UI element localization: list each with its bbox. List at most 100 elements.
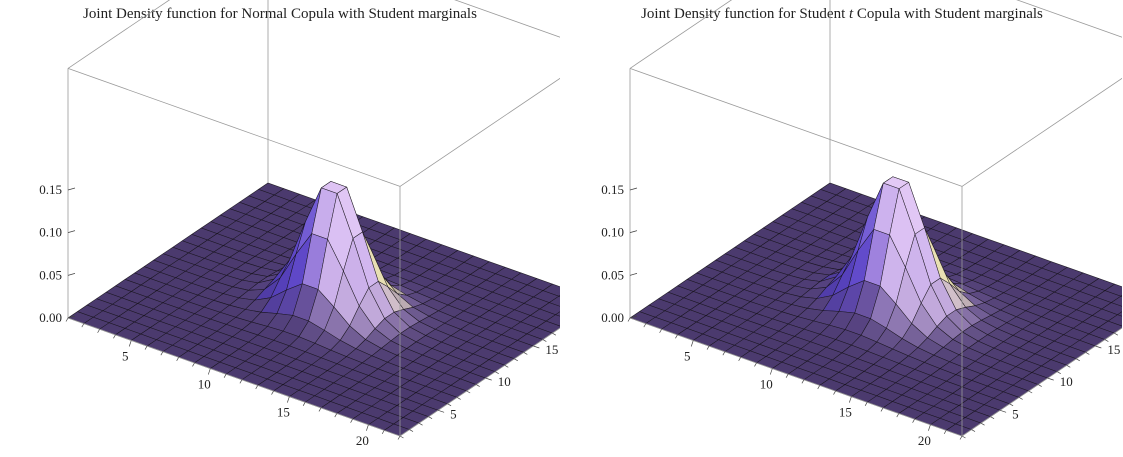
x-tick-label: 10 — [760, 377, 773, 392]
x-tick — [817, 385, 821, 390]
z-tick — [629, 187, 638, 191]
y-tick — [456, 397, 461, 400]
x-tick — [334, 413, 338, 418]
y-tick — [980, 422, 985, 426]
z-tick-label: 0.00 — [39, 310, 62, 325]
surface-patch — [1117, 311, 1122, 317]
y-tick — [990, 416, 995, 420]
y-tick — [418, 422, 423, 426]
y-tick — [1028, 390, 1033, 394]
y-tick — [1038, 384, 1042, 387]
y-tick — [1104, 339, 1109, 342]
x-tick — [769, 368, 773, 375]
x-tick — [271, 390, 274, 395]
y-tick — [485, 377, 492, 381]
y-tick — [1085, 352, 1090, 355]
z-tick — [629, 230, 638, 234]
x-tick — [959, 435, 963, 440]
x-tick — [223, 374, 227, 378]
z-tick-label: 0.10 — [39, 225, 62, 240]
x-tick — [706, 345, 710, 350]
x-tick-label: 5 — [684, 348, 691, 363]
surface-patch — [555, 311, 560, 317]
z-tick — [629, 315, 638, 319]
y-tick — [437, 409, 445, 413]
x-tick — [160, 351, 164, 356]
box-edge-front-3 — [67, 317, 401, 437]
x-tick — [627, 317, 631, 322]
y-tick-label: 15 — [545, 342, 558, 357]
y-tick — [476, 384, 480, 387]
y-tick — [495, 371, 499, 375]
box-edge-front-1 — [67, 68, 401, 187]
surface-plot-student-copula: 0.000.050.100.1551015205101520 — [601, 0, 1122, 448]
y-tick-label: 15 — [1107, 342, 1120, 357]
chart-panel-normal-copula: Joint Density function for Normal Copula… — [0, 0, 560, 457]
y-tick-label: 10 — [1060, 374, 1073, 389]
z-tick-label: 0.05 — [39, 267, 62, 282]
x-tick-label: 15 — [277, 405, 290, 420]
z-tick-label: 0.10 — [601, 225, 624, 240]
y-tick — [514, 358, 518, 362]
z-tick — [629, 272, 638, 276]
box-edge-front-1 — [629, 68, 963, 187]
box-edge-front-3 — [629, 317, 963, 437]
y-tick — [1057, 371, 1061, 375]
x-tick — [128, 340, 132, 347]
y-tick — [1009, 403, 1014, 407]
x-tick — [287, 396, 290, 403]
x-tick — [366, 424, 369, 431]
x-tick — [738, 357, 741, 362]
x-tick-label: 20 — [918, 433, 931, 448]
x-tick — [833, 390, 836, 395]
x-tick — [943, 430, 947, 435]
x-tick — [192, 362, 195, 367]
z-tick — [67, 187, 76, 191]
x-tick — [144, 345, 148, 350]
y-tick — [999, 409, 1007, 413]
y-tick — [504, 364, 509, 368]
x-tick — [397, 435, 401, 440]
box-edge-front-2 — [961, 77, 1122, 187]
x-tick-label: 20 — [356, 433, 369, 448]
y-tick — [971, 429, 976, 432]
x-tick — [643, 323, 647, 328]
y-tick — [552, 332, 557, 336]
x-tick — [785, 374, 789, 378]
x-tick — [97, 329, 100, 333]
box-edge-front-2 — [399, 77, 560, 187]
chart-title-student-copula: Joint Density function for Student t Cop… — [641, 6, 1043, 22]
z-tick-label: 0.15 — [39, 182, 62, 197]
y-tick — [428, 416, 433, 420]
box-edge-back-4 — [67, 0, 171, 69]
box-edge-back-3 — [454, 0, 560, 38]
x-tick — [690, 340, 694, 347]
x-tick — [849, 396, 852, 403]
x-tick — [350, 418, 353, 423]
x-tick — [381, 430, 385, 435]
z-tick-label: 0.05 — [601, 267, 624, 282]
z-tick-label: 0.15 — [601, 182, 624, 197]
x-tick — [722, 351, 726, 356]
box-edge-back-3 — [1016, 0, 1122, 38]
z-tick — [67, 272, 76, 276]
x-tick — [880, 407, 884, 412]
x-tick — [864, 402, 868, 406]
z-tick — [67, 315, 76, 319]
z-tick — [67, 230, 76, 234]
x-tick — [896, 413, 900, 418]
box-edge-front-4 — [399, 327, 560, 437]
x-tick — [318, 407, 322, 412]
y-tick-label: 5 — [450, 406, 457, 421]
y-tick-label: 5 — [1012, 406, 1019, 421]
chart-panel-student-copula: Joint Density function for Student t Cop… — [562, 0, 1122, 457]
x-tick-label: 5 — [122, 348, 129, 363]
surface-plot-normal-copula: 0.000.050.100.1551015205101520 — [39, 0, 560, 448]
y-tick — [447, 403, 452, 407]
box-edge-back-4 — [629, 0, 733, 69]
box-edge-front-4 — [961, 327, 1122, 437]
x-tick — [81, 323, 85, 328]
x-tick — [801, 379, 805, 384]
x-tick — [659, 329, 662, 333]
